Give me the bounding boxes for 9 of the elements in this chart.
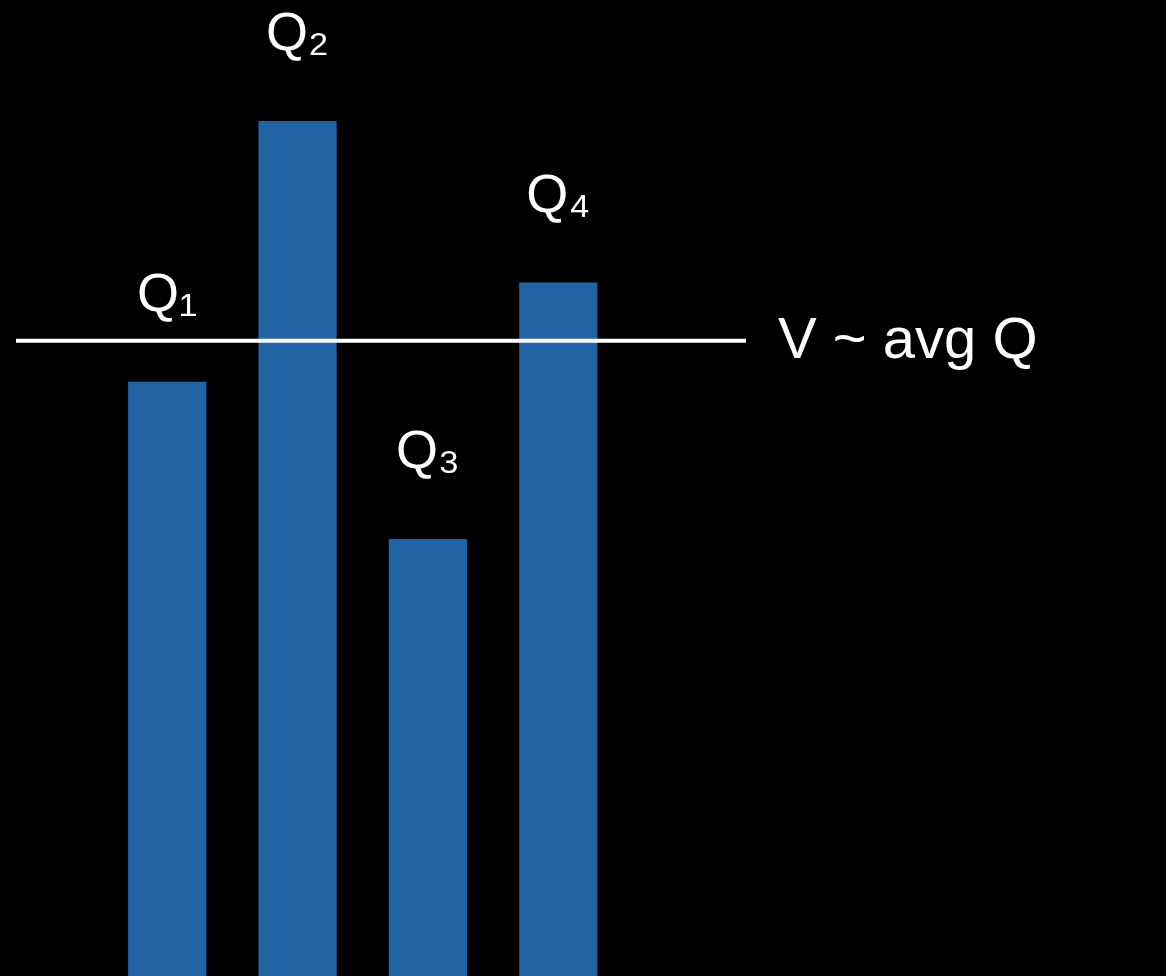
x-tick-label: Q₂: [266, 1, 330, 61]
x-tick-label: Q₃: [395, 419, 460, 480]
x-tick-label: Q₄: [526, 162, 591, 223]
bar: [519, 282, 598, 976]
bar: [388, 539, 468, 976]
x-tick-label: Q₁: [137, 261, 198, 322]
ref-line-label: V ~ avg Q: [778, 304, 1038, 370]
bar: [258, 121, 337, 976]
bar: [128, 381, 207, 976]
